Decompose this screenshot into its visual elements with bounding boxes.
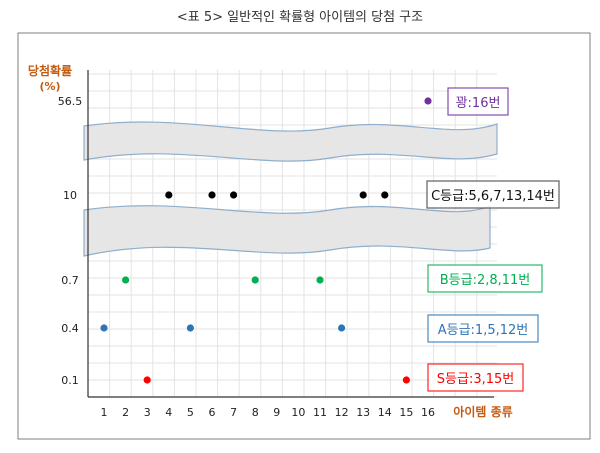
x-tick-label: 14 [378,406,392,419]
y-axis-label: 당첨확률 [28,63,72,78]
x-tick-label: 7 [230,406,237,419]
data-point [251,276,259,284]
x-tick-label: 12 [335,406,349,419]
legend-label-box [427,314,539,343]
data-point [208,191,216,199]
legend-label-box [447,87,509,116]
legend-label: C등급:5,6,7,13,14번 [431,189,555,204]
x-tick-label: 1 [101,406,108,419]
x-tick-label: 8 [252,406,259,419]
legend-label-box [426,180,560,209]
x-tick-label: 16 [421,406,435,419]
y-axis-unit: (%) [39,80,60,93]
legend-label: A등급:1,5,12번 [438,323,529,338]
x-tick-label: 4 [165,406,172,419]
data-point [230,191,238,199]
x-axis-label: 아이템 종류 [453,404,512,419]
y-tick-label: 10 [63,189,77,202]
data-point [143,376,151,384]
x-tick-label: 11 [313,406,327,419]
axis-break-lower [83,205,491,257]
data-point [122,276,130,284]
x-tick-label: 6 [209,406,216,419]
legend-label: 꽝:16번 [456,96,501,111]
x-tick-label: 9 [273,406,280,419]
x-tick-label: 5 [187,406,194,419]
x-tick-label: 15 [399,406,413,419]
axis-break-upper [83,121,498,162]
y-tick-label: 0.7 [61,274,79,287]
data-point [100,324,108,332]
data-point [402,376,410,384]
y-tick-label: 0.1 [61,374,79,387]
legend-label-box [427,264,543,293]
x-tick-label: 2 [122,406,129,419]
data-point [424,97,432,105]
legend-label: B등급:2,8,11번 [440,273,531,288]
data-point [381,191,389,199]
data-point [186,324,194,332]
data-point [338,324,346,332]
x-tick-label: 10 [291,406,305,419]
y-tick-label: 0.4 [61,322,79,335]
x-tick-label: 13 [356,406,370,419]
data-point [359,191,367,199]
y-tick-label: 56.5 [58,95,83,108]
data-point [316,276,324,284]
legend-label-box [427,363,524,392]
x-tick-label: 3 [144,406,151,419]
data-point [165,191,173,199]
legend-label: S등급:3,15번 [437,372,514,387]
chart-title: <표 5> 일반적인 확률형 아이템의 당첨 구조 [176,10,424,25]
